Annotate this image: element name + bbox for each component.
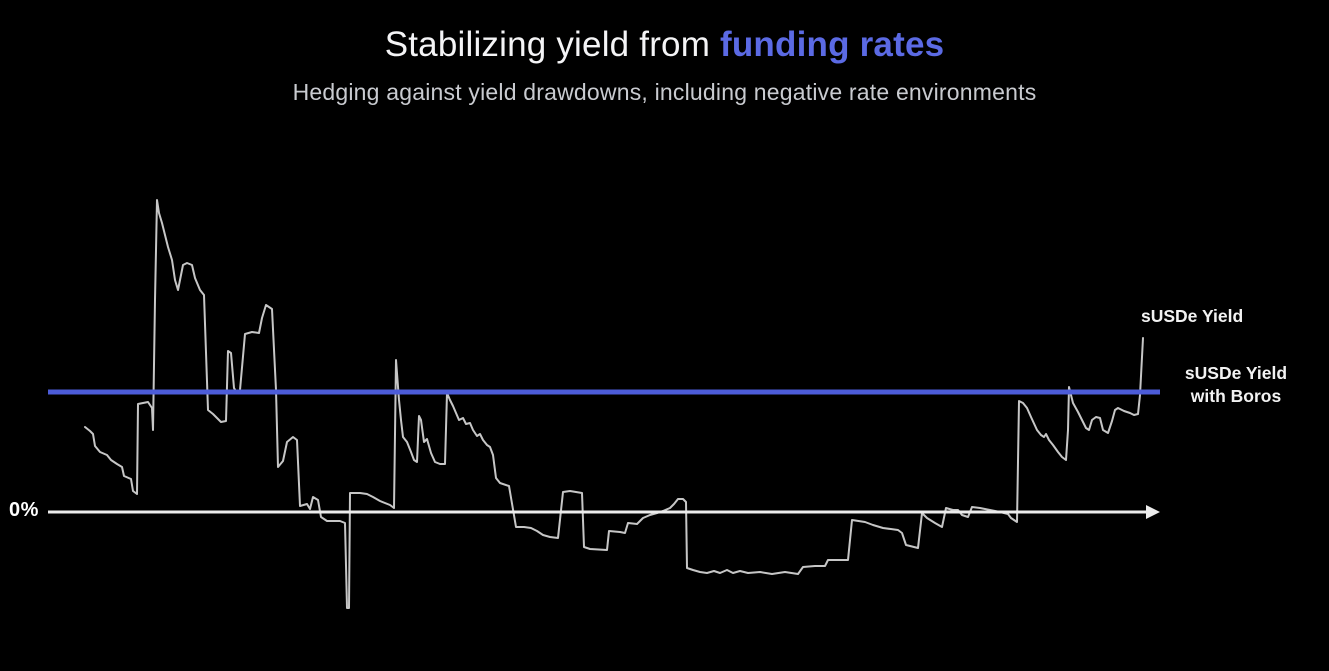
axis-arrow-icon [1146,505,1160,519]
legend-boros-line2: with Boros [1190,386,1282,407]
legend-susde-yield: sUSDe Yield [1141,306,1244,326]
legend-boros-line1: sUSDe Yield [1184,363,1288,383]
zero-axis-label: 0% [9,499,39,521]
susde-yield-line [84,199,1144,609]
legend-susde-with-boros: sUSDe Yield with Boros [1164,362,1308,408]
